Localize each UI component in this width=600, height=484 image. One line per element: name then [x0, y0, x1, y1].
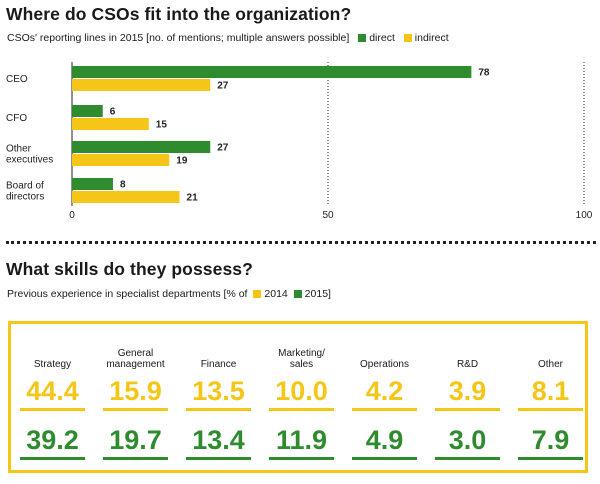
skill-label-text: General management — [106, 348, 164, 370]
data-label-indirect-1: 15 — [156, 120, 168, 131]
value-2015: 7.9 — [531, 425, 570, 455]
value-2014: 10.0 — [275, 376, 328, 406]
legend-label-2015: 2015 — [304, 288, 329, 300]
data-label-direct-0: 78 — [478, 68, 490, 79]
skill-label: Strategy — [11, 340, 94, 370]
skill-label: Other — [509, 340, 592, 370]
underline-2014 — [352, 408, 417, 411]
skill-label-line: management — [106, 359, 165, 370]
underline-2014 — [20, 408, 85, 411]
bar-indirect-2 — [72, 154, 170, 166]
legend-label-direct: direct — [369, 32, 395, 44]
skill-label-text: Other — [538, 359, 563, 370]
underline-2015 — [20, 457, 85, 460]
skill-label-line: Other — [537, 359, 563, 370]
legend-swatch-2014 — [253, 289, 262, 298]
data-label-indirect-0: 27 — [217, 81, 229, 92]
category-label-3-1: directors — [6, 192, 44, 203]
skill-label-text: Strategy — [34, 359, 71, 370]
legend-swatch-2015 — [293, 289, 302, 298]
x-tick-label-2: 100 — [576, 210, 593, 221]
data-label-indirect-3: 21 — [187, 193, 199, 204]
value-2014: 3.9 — [448, 376, 487, 406]
data-label-indirect-2: 19 — [176, 156, 188, 167]
legend-label-2014: 2014 — [264, 288, 288, 300]
category-label-3-0: Board of — [6, 181, 44, 192]
chart2-subtitle-prefix: Previous experience in specialist depart… — [7, 288, 248, 300]
legend-label-indirect: indirect — [414, 32, 449, 44]
value-2015: 39.2 — [26, 425, 79, 455]
category-label-2-1: executives — [6, 155, 53, 166]
bar-direct-1 — [72, 105, 103, 117]
skill-label: Finance — [177, 340, 260, 370]
skill-label-text: Operations — [360, 359, 409, 370]
skills-table: Strategy 44.4 39.2 General management 15.9 19.… — [8, 321, 588, 473]
underline-2014 — [435, 408, 500, 411]
value-2015: 4.9 — [365, 425, 404, 455]
chart1-title: Where do CSOs fit into the organization? — [6, 4, 352, 24]
skill-label-line: Finance — [200, 359, 237, 370]
skill-label: Operations — [343, 340, 426, 370]
data-label-direct-2: 27 — [217, 143, 229, 154]
underline-2014 — [103, 408, 168, 411]
category-label-0-0: CEO — [6, 74, 28, 85]
value-2015: 11.9 — [275, 425, 328, 455]
category-label-1-0: CFO — [6, 113, 27, 124]
bar-direct-3 — [72, 178, 113, 190]
bar-layer — [72, 66, 472, 203]
legend-swatch-direct — [358, 33, 367, 42]
skill-label-line: General — [117, 348, 154, 359]
category-label-2-0: Other — [6, 144, 32, 155]
value-2014: 15.9 — [109, 376, 162, 406]
underline-2015 — [352, 457, 417, 460]
underline-2015 — [518, 457, 583, 460]
chart1-subtitle: CSOs' reporting lines in 2015 [no. of me… — [7, 32, 449, 44]
underline-2015 — [103, 457, 168, 460]
chart2-title: What skills do they possess? — [6, 259, 253, 279]
value-2014: 13.5 — [192, 376, 245, 406]
skill-label: R&D — [426, 340, 509, 370]
skill-label: Marketing/sales — [260, 340, 343, 370]
underline-2015 — [186, 457, 251, 460]
value-2014: 4.2 — [365, 376, 404, 406]
value-2015: 3.0 — [448, 425, 487, 455]
skill-label-line: sales — [289, 359, 314, 370]
underline-2014 — [518, 408, 583, 411]
value-2015: 19.7 — [109, 425, 162, 455]
value-2014: 44.4 — [26, 376, 79, 406]
chart2-subtitle: Previous experience in specialist depart… — [7, 288, 331, 300]
bar-indirect-3 — [72, 191, 180, 203]
section-divider — [6, 241, 596, 244]
data-label-direct-3: 8 — [120, 180, 126, 191]
underline-2015 — [435, 457, 500, 460]
chart1-subtitle-text: CSOs' reporting lines in 2015 [no. of me… — [7, 32, 350, 44]
skill-label-text: Marketing/sales — [278, 348, 325, 370]
skill-label-line: Operations — [360, 359, 409, 370]
bar-indirect-1 — [72, 118, 149, 130]
value-2014: 8.1 — [531, 376, 570, 406]
value-2015: 13.4 — [192, 425, 245, 455]
skill-label: General management — [94, 340, 177, 370]
bar-indirect-0 — [72, 79, 211, 91]
skill-label-line: R&D — [456, 359, 479, 370]
underline-2014 — [186, 408, 251, 411]
x-tick-label-0: 0 — [69, 210, 75, 221]
chart2-subtitle-suffix: ] — [328, 288, 331, 300]
skill-label-text: R&D — [457, 359, 478, 370]
x-tick-label-1: 50 — [322, 210, 334, 221]
underline-2014 — [269, 408, 334, 411]
underline-2015 — [269, 457, 334, 460]
bar-direct-2 — [72, 141, 211, 153]
bar-direct-0 — [72, 66, 472, 78]
data-label-direct-1: 6 — [110, 107, 116, 118]
skill-label-line: Marketing/ — [278, 348, 325, 359]
legend-swatch-indirect — [403, 33, 412, 42]
skill-label-text: Finance — [201, 359, 237, 370]
skill-label-line: Strategy — [33, 359, 72, 370]
